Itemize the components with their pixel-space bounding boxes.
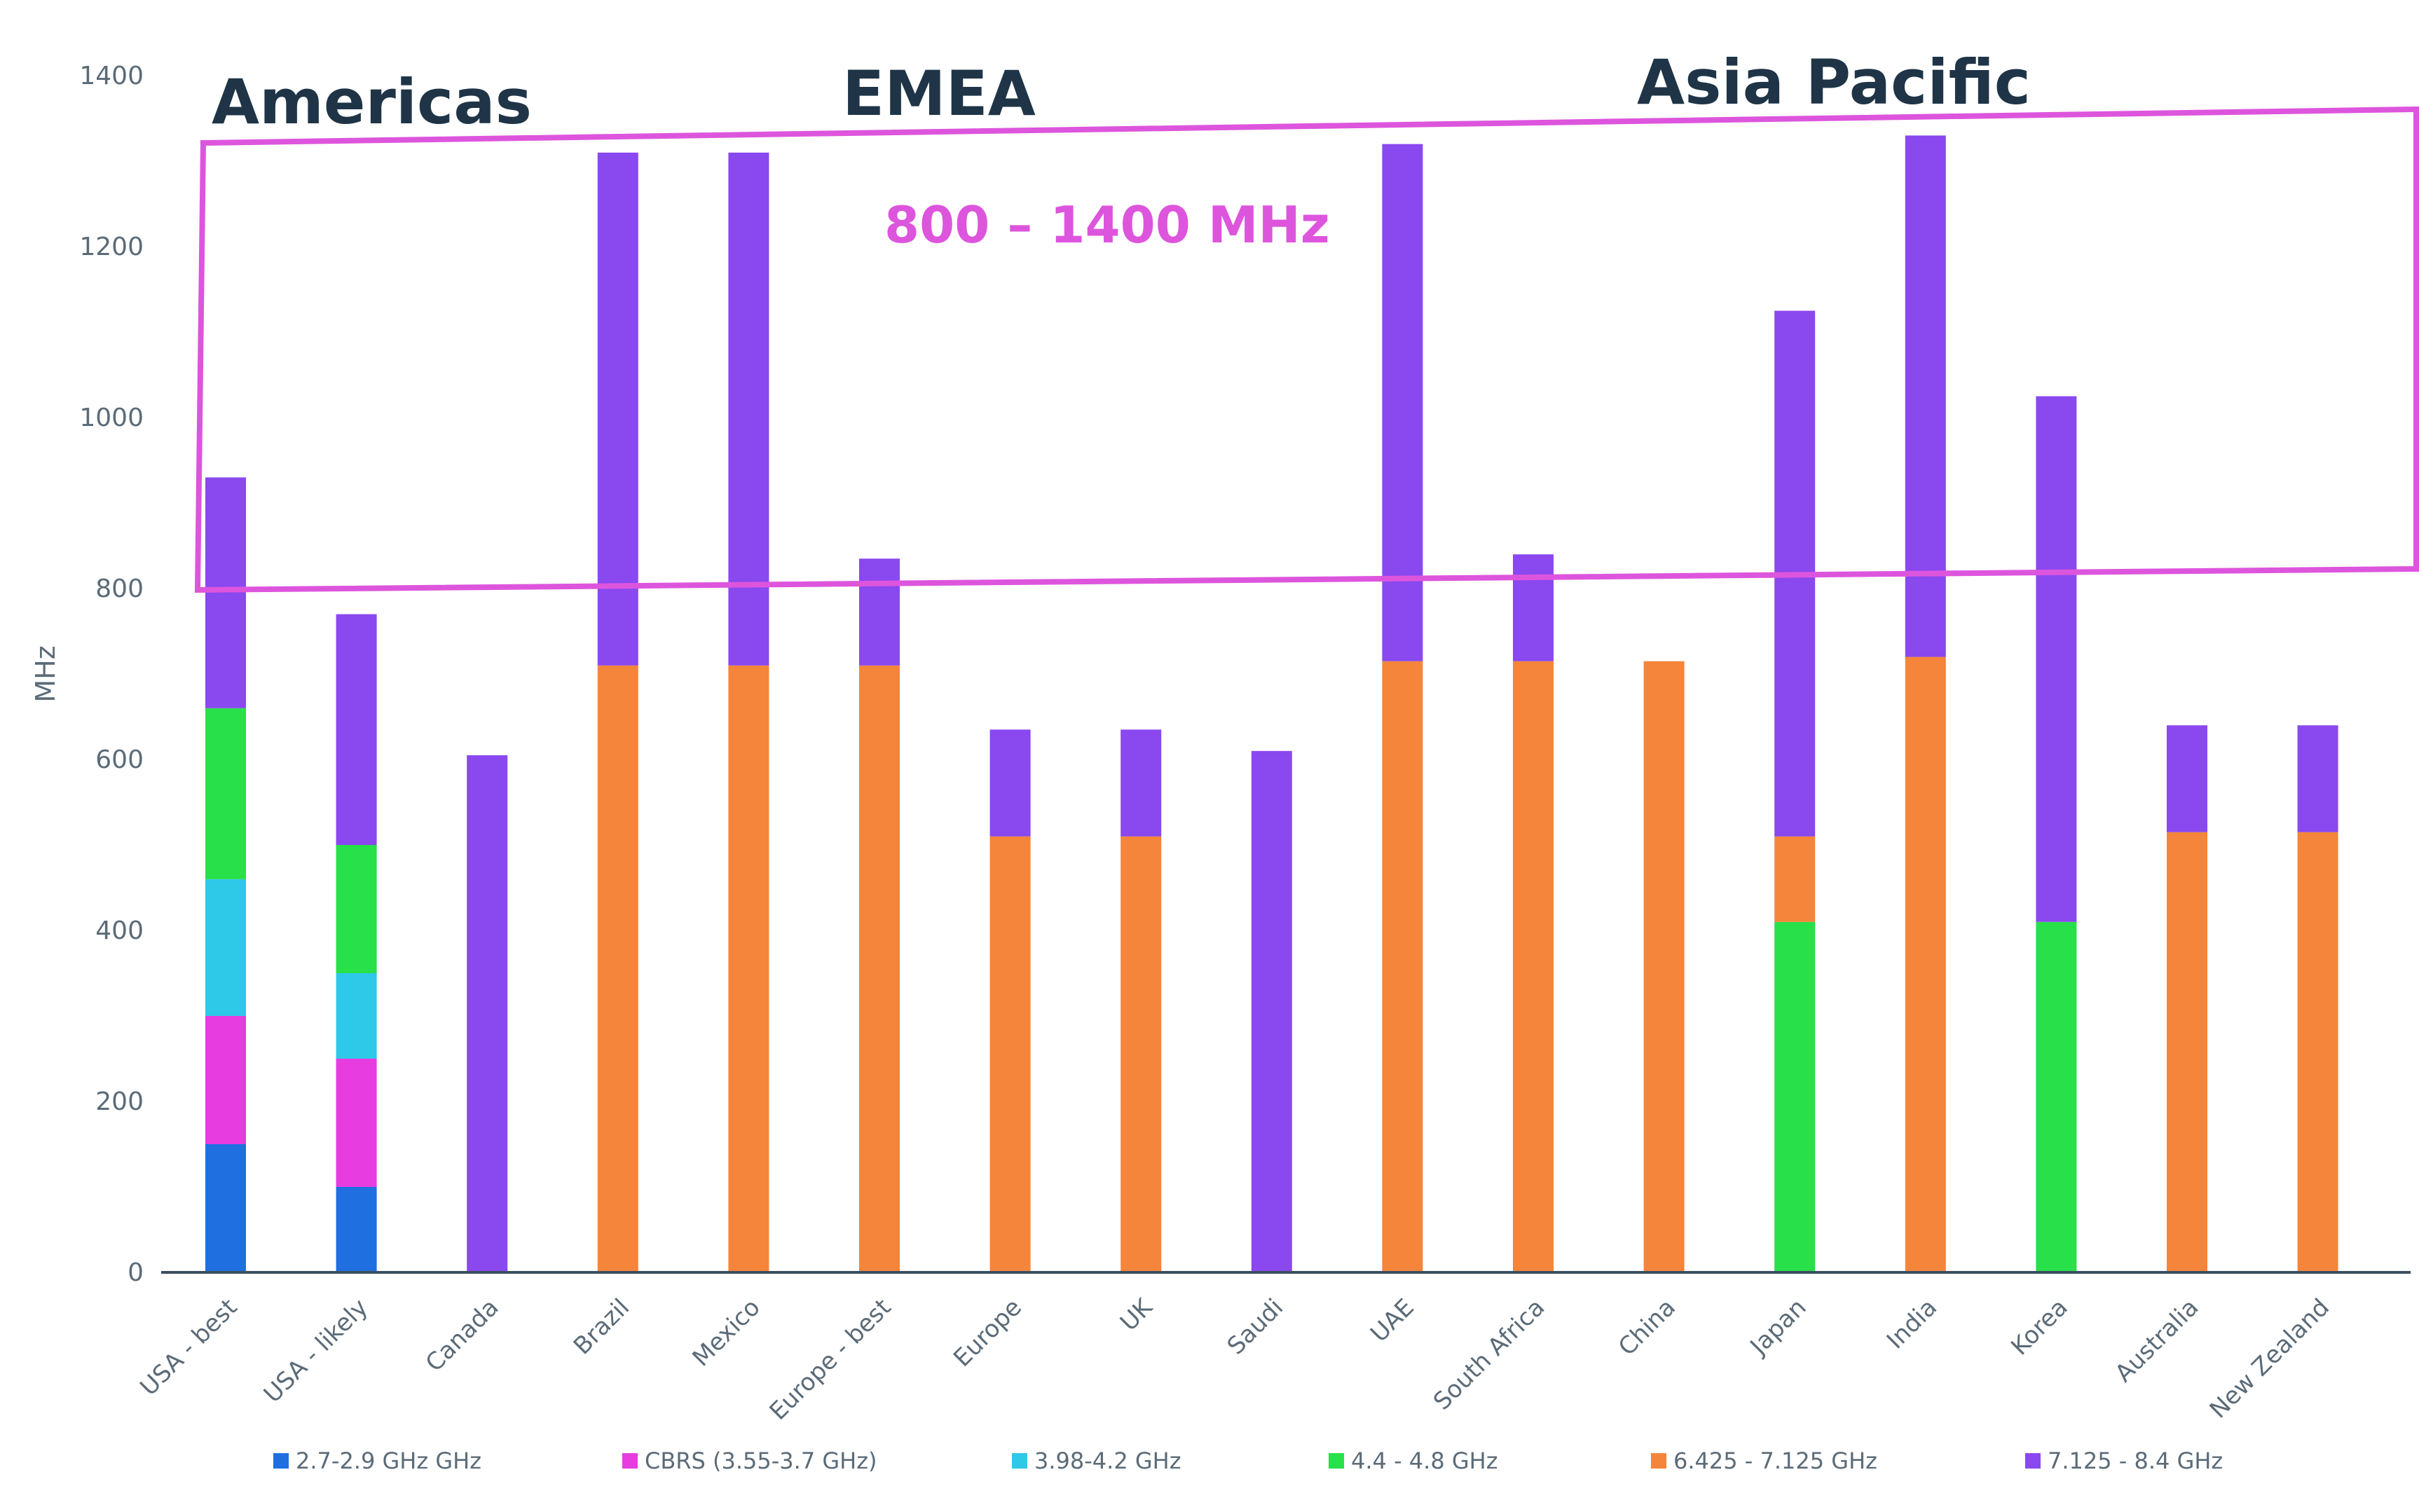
highlight-overlay: 800 – 1400 MHz <box>194 106 2419 593</box>
bar-segment-14-3 <box>2036 921 2077 1272</box>
y-tick-label-1: 200 <box>95 1087 144 1116</box>
legend-label-1: CBRS (3.55-3.7 GHz) <box>645 1448 877 1474</box>
bar-segment-10-4 <box>1513 661 1554 1272</box>
bar-segment-4-5 <box>728 152 769 666</box>
legend: 2.7-2.9 GHz GHz CBRS (3.55-3.7 GHz) 3.98-4… <box>273 1448 2223 1474</box>
bars <box>205 135 2338 1272</box>
legend-label-0: 2.7-2.9 GHz GHz <box>296 1448 481 1474</box>
bar-segment-11-4 <box>1643 661 1685 1272</box>
bar-segment-1-1 <box>336 1059 377 1187</box>
legend-swatch-0 <box>273 1453 289 1469</box>
x-tick-label-12: Japan <box>1744 1293 1812 1361</box>
bar-segment-1-2 <box>336 973 377 1059</box>
x-tick-label-13: India <box>1882 1293 1942 1354</box>
x-tick-label-11: China <box>1613 1293 1681 1361</box>
legend-label-4: 6.425 - 7.125 GHz <box>1673 1448 1877 1474</box>
bar-segment-12-4 <box>1774 836 1816 922</box>
x-tick-label-16: New Zealand <box>2205 1293 2335 1424</box>
x-axis: USA - best USA - likely Canada Brazil Mexico… <box>135 1271 2411 1426</box>
y-axis: 0 200 400 600 800 1000 1200 1400 MHz <box>30 62 144 1287</box>
legend-swatch-3 <box>1329 1453 1344 1469</box>
x-tick-label-15: Australia <box>2110 1293 2205 1388</box>
bar-segment-0-2 <box>205 879 246 1016</box>
bar-segment-0-3 <box>205 708 246 879</box>
bar-segment-5-4 <box>859 665 900 1272</box>
bar-segment-4-4 <box>728 665 769 1272</box>
x-tick-label-2: Canada <box>420 1293 505 1377</box>
y-tick-label-5: 1000 <box>79 404 144 432</box>
x-tick-label-7: UK <box>1115 1293 1159 1337</box>
y-tick-label-0: 0 <box>128 1258 144 1287</box>
x-tick-label-5: Europe - best <box>765 1293 897 1426</box>
legend-swatch-4 <box>1651 1453 1666 1469</box>
x-tick-label-10: South Africa <box>1428 1293 1550 1415</box>
bar-segment-8-5 <box>1251 750 1292 1272</box>
bar-segment-7-4 <box>1121 836 1162 1272</box>
bar-segment-0-1 <box>205 1016 246 1144</box>
legend-label-3: 4.4 - 4.8 GHz <box>1351 1448 1498 1474</box>
bar-segment-16-4 <box>2297 832 2338 1272</box>
bar-segment-15-5 <box>2167 725 2207 832</box>
region-label-asia-pacific: Asia Pacific <box>1637 46 2031 118</box>
legend-swatch-2 <box>1012 1453 1027 1469</box>
y-axis-title: MHz <box>30 645 61 702</box>
x-tick-label-14: Korea <box>2006 1293 2073 1361</box>
legend-label-2: 3.98-4.2 GHz <box>1034 1448 1181 1474</box>
bar-segment-13-4 <box>1905 657 1946 1272</box>
highlight-label: 800 – 1400 MHz <box>884 195 1330 254</box>
highlight-box <box>194 106 2419 593</box>
y-tick-label-6: 1200 <box>79 233 144 261</box>
bar-segment-6-5 <box>989 729 1031 837</box>
bar-segment-10-5 <box>1513 554 1554 661</box>
bar-segment-13-5 <box>1905 135 1946 657</box>
bar-segment-0-0 <box>205 1144 246 1272</box>
x-tick-label-0: USA - best <box>135 1293 242 1401</box>
region-labels: Americas EMEA Asia Pacific <box>212 46 2031 138</box>
bar-segment-12-3 <box>1774 921 1816 1272</box>
bar-segment-6-4 <box>989 836 1031 1272</box>
bar-segment-2-5 <box>467 755 508 1272</box>
bar-segment-15-4 <box>2167 832 2207 1272</box>
bar-segment-1-3 <box>336 845 377 973</box>
x-tick-label-8: Saudi <box>1222 1293 1289 1360</box>
x-tick-label-3: Brazil <box>568 1293 635 1360</box>
bar-segment-16-5 <box>2297 725 2338 832</box>
bar-segment-3-4 <box>597 665 638 1272</box>
legend-label-5: 7.125 - 8.4 GHz <box>2048 1448 2223 1474</box>
legend-swatch-5 <box>2025 1453 2041 1469</box>
x-tick-label-6: Europe <box>948 1293 1027 1373</box>
bar-segment-14-5 <box>2036 396 2077 922</box>
bar-segment-1-0 <box>336 1187 377 1272</box>
x-tick-label-9: UAE <box>1365 1293 1420 1348</box>
bar-segment-3-5 <box>597 152 638 666</box>
x-tick-label-1: USA - likely <box>259 1293 374 1408</box>
region-label-americas: Americas <box>212 66 532 138</box>
region-label-emea: EMEA <box>842 57 1036 130</box>
bar-segment-1-5 <box>336 614 377 845</box>
y-tick-label-3: 600 <box>95 745 144 774</box>
bar-segment-0-5 <box>205 477 246 708</box>
y-tick-label-2: 400 <box>95 916 144 945</box>
x-tick-label-4: Mexico <box>687 1293 766 1372</box>
bar-segment-7-5 <box>1121 729 1162 837</box>
y-tick-label-4: 800 <box>95 575 144 603</box>
bar-segment-9-5 <box>1382 144 1423 661</box>
legend-swatch-1 <box>622 1453 638 1469</box>
bar-segment-5-5 <box>859 558 900 666</box>
y-tick-label-7: 1400 <box>79 62 144 90</box>
bar-segment-9-4 <box>1382 661 1423 1272</box>
